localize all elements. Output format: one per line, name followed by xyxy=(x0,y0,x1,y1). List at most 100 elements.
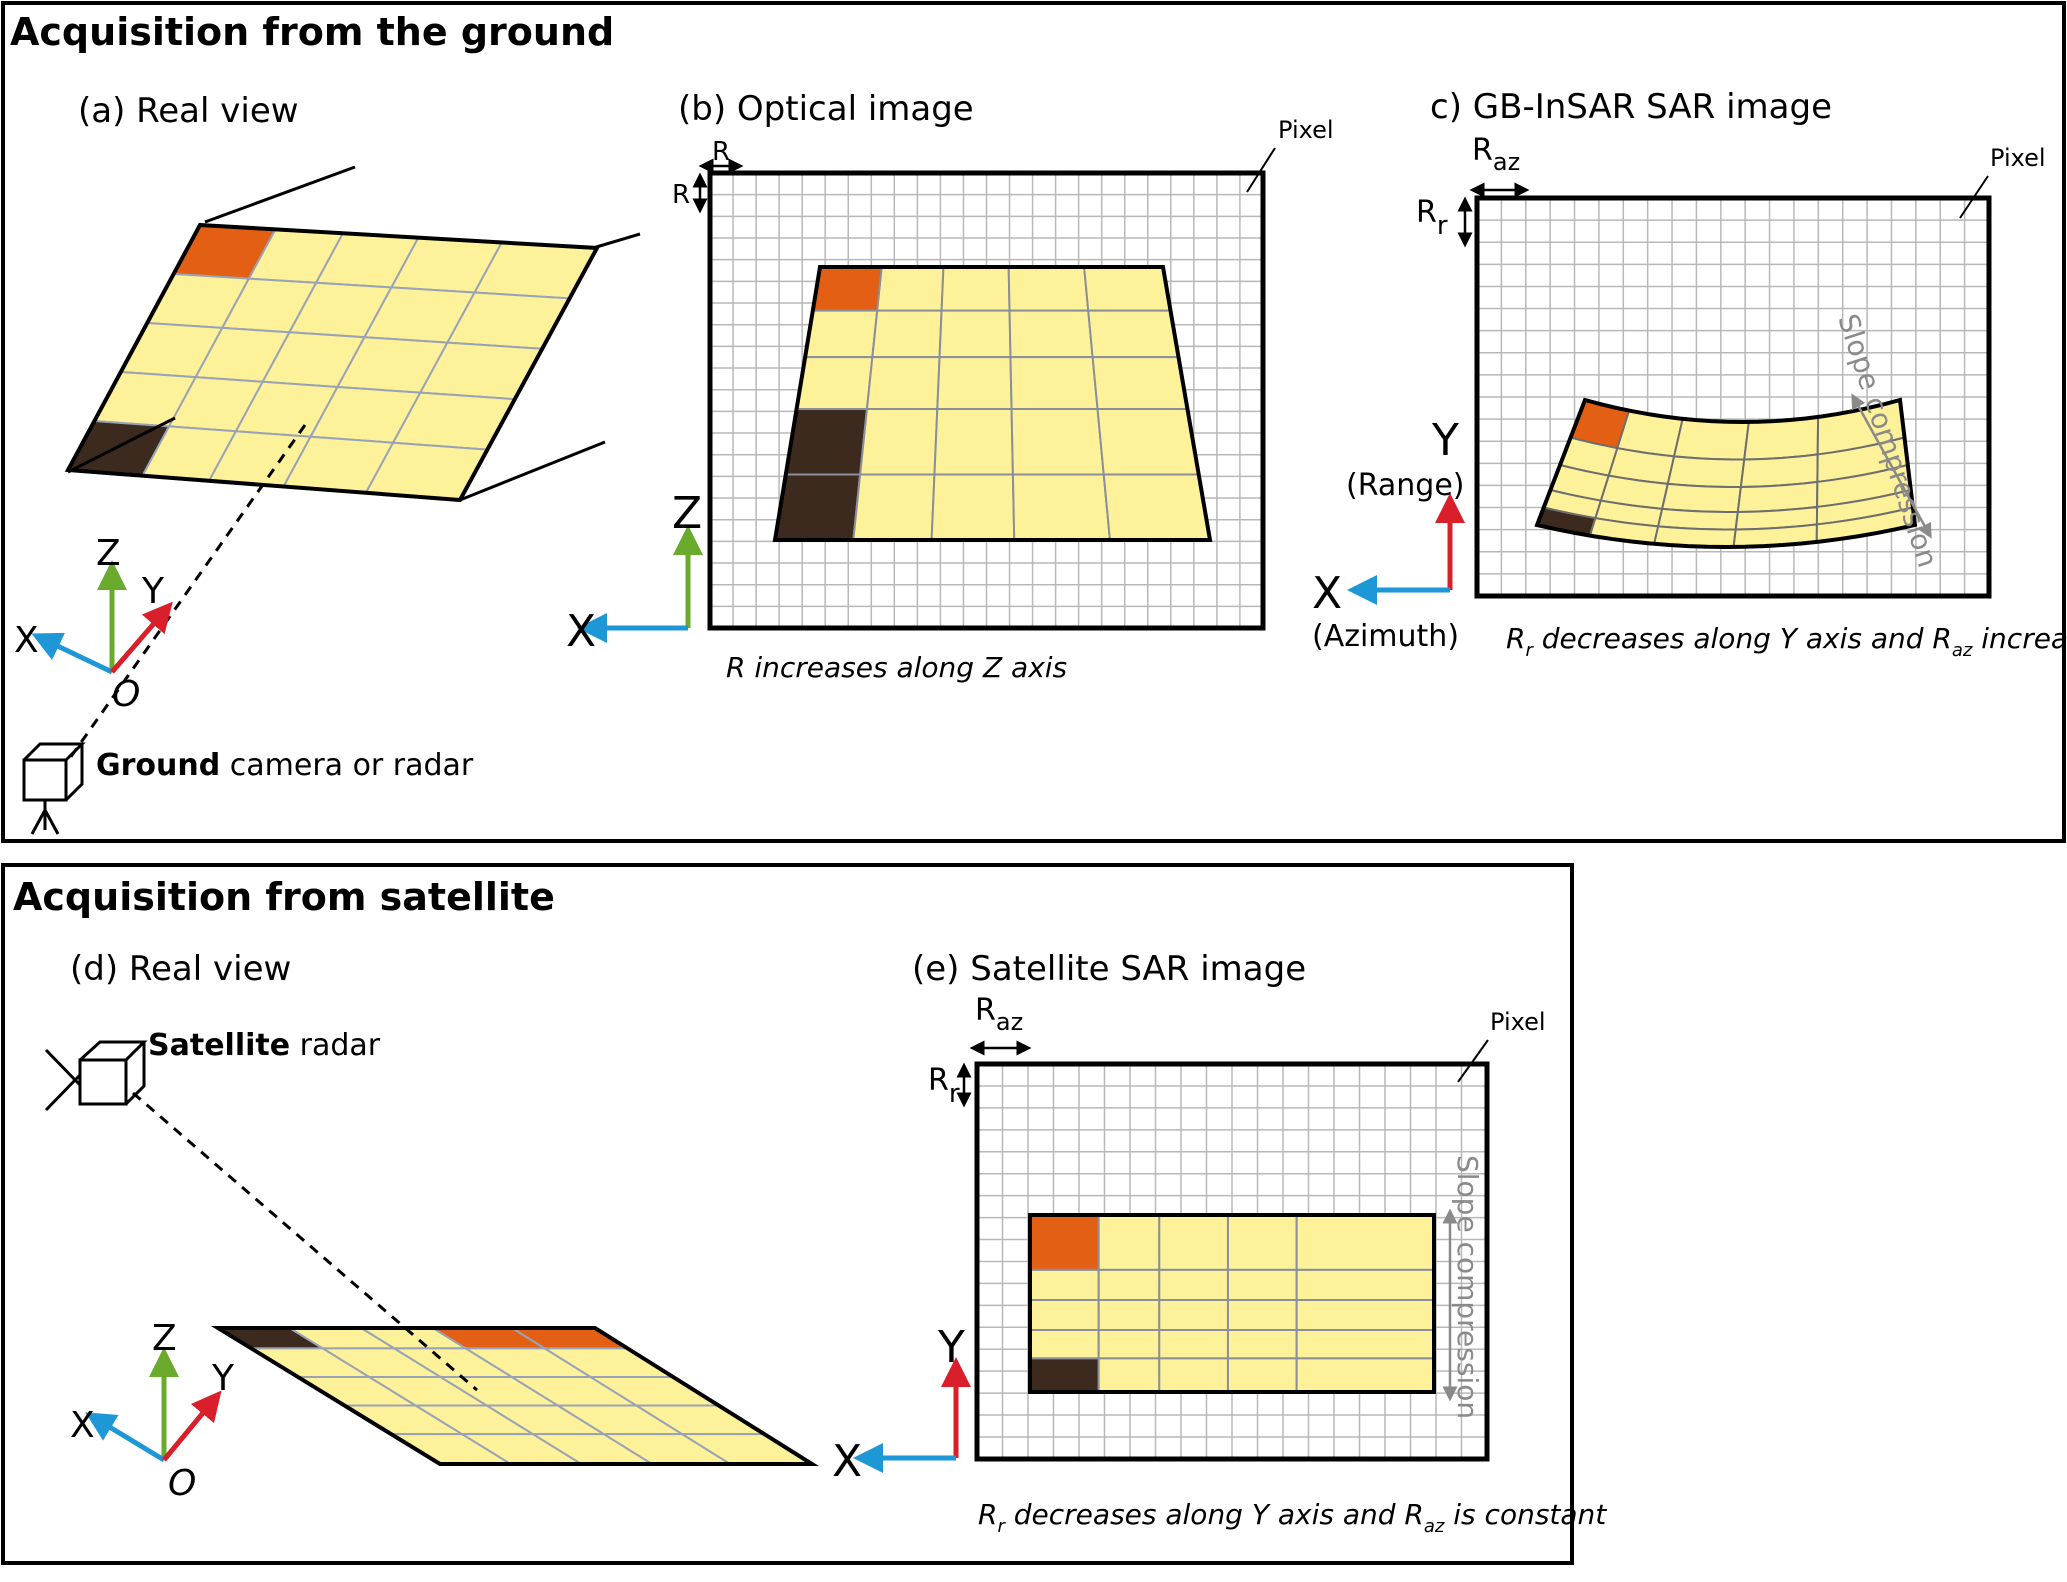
optical-tiles xyxy=(772,265,1213,542)
satellite-sar-axis-y-label: Y xyxy=(937,1322,965,1373)
satellite-sar-rr-label: Rr xyxy=(928,1063,960,1109)
panel-e-caption: (e) Satellite SAR image xyxy=(912,949,1306,989)
ground-tile xyxy=(1097,1268,1161,1301)
ground-tile xyxy=(1087,309,1180,359)
sar-tile xyxy=(1739,453,1819,488)
ground-tile xyxy=(1097,1214,1161,1271)
ground-tile-grid xyxy=(64,222,601,503)
sat-axis-y-label: Y xyxy=(211,1358,235,1399)
axis-x-label: X xyxy=(14,620,39,661)
gbinsar-axis-x-sub: (Azimuth) xyxy=(1312,619,1459,654)
ground-tile xyxy=(1010,407,1105,476)
ground-sensor-label: Ground camera or radar xyxy=(96,748,474,783)
ground-tile xyxy=(1007,266,1090,312)
axis-y-arrow xyxy=(110,601,173,674)
ground-tile xyxy=(1295,1329,1435,1360)
satellite-sar-axis-x-label: X xyxy=(832,1436,862,1487)
gbinsar-rr-label: Rr xyxy=(1416,195,1448,241)
ground-tile xyxy=(1009,356,1099,410)
panel-a-real-view: (a) Real view Z X Y O Ground camera or r… xyxy=(14,91,641,835)
panel-a-caption: (a) Real view xyxy=(78,91,299,131)
ground-tile xyxy=(1226,1329,1298,1360)
ground-tile xyxy=(1295,1268,1435,1301)
axis-x-arrow xyxy=(31,632,114,675)
ground-tile xyxy=(803,309,879,359)
ground-tile xyxy=(1008,309,1094,359)
ground-tile xyxy=(1226,1357,1298,1393)
optical-r-horizontal: R xyxy=(712,137,730,167)
ground-tile xyxy=(1029,1357,1100,1393)
ground-tile xyxy=(1295,1298,1435,1332)
satellite-panel-title: Acquisition from satellite xyxy=(13,875,555,919)
satellite-icon xyxy=(44,1040,148,1112)
ground-tile xyxy=(1158,1214,1229,1271)
tile-outline xyxy=(1028,1213,1436,1394)
gbinsar-axis-x-label: X xyxy=(1312,568,1342,619)
ground-tile xyxy=(811,266,883,312)
axis-origin-label: O xyxy=(112,674,140,715)
ground-tile xyxy=(1096,407,1200,476)
ground-tile xyxy=(938,309,1012,359)
satellite-panel-frame xyxy=(1,863,1574,1565)
panel-c-caption: c) GB-InSAR SAR image xyxy=(1430,87,1832,127)
axis-z-label: Z xyxy=(96,533,121,574)
ground-tile xyxy=(865,356,941,410)
gbinsar-image-frame xyxy=(1474,195,1992,599)
ground-tile xyxy=(1029,1214,1100,1271)
gbinsar-raz-label: Raz xyxy=(1472,133,1520,176)
panel-e-satellite-sar-image: (e) Satellite SAR image Pixel Raz Rr Y X… xyxy=(832,949,1607,1537)
panel-d-caption: (d) Real view xyxy=(70,949,291,989)
ground-tile xyxy=(1226,1298,1298,1332)
optical-r-vertical: R xyxy=(672,180,690,210)
panel-b-caption: (b) Optical image xyxy=(678,89,974,129)
sat-axis-x-label: X xyxy=(70,1405,95,1446)
ground-tile xyxy=(1029,1298,1100,1332)
ground-tile xyxy=(852,473,936,541)
satellite-sar-image-frame xyxy=(974,1061,1490,1462)
gbinsar-axis-y-label: Y xyxy=(1431,415,1459,466)
satellite-sar-note: Rr decreases along Y axis and Raz is con… xyxy=(978,1498,1607,1537)
panel-d-real-view: (d) Real view Satellite radar Z X Y O xyxy=(44,949,819,1504)
ground-tile xyxy=(1295,1357,1435,1393)
ground-tile xyxy=(1226,1268,1298,1301)
ground-tile xyxy=(773,473,862,541)
ground-tile xyxy=(1097,1357,1161,1393)
ground-tile xyxy=(1029,1329,1100,1360)
satellite-sar-tiles xyxy=(1028,1213,1436,1394)
sar-tile xyxy=(1660,482,1743,513)
optical-pixel-label: Pixel xyxy=(1278,116,1334,144)
ground-tile xyxy=(1158,1357,1229,1393)
ground-tile xyxy=(940,266,1011,312)
ground-tile xyxy=(1083,266,1172,312)
sar-tile xyxy=(1666,455,1746,488)
ground-tile xyxy=(936,356,1013,410)
ground-tile xyxy=(1011,473,1112,541)
optical-axis-z-label: Z xyxy=(672,488,702,539)
ground-tile xyxy=(795,356,874,410)
ground-tile xyxy=(1029,1268,1100,1301)
ground-tile xyxy=(784,407,869,476)
sat-axis-origin-label: O xyxy=(168,1463,196,1504)
tile-outline xyxy=(772,265,1213,542)
satellite-sar-pixel-label: Pixel xyxy=(1490,1008,1546,1036)
gbinsar-axis-y-sub: (Range) xyxy=(1346,468,1465,503)
gbinsar-tiles xyxy=(1534,397,1918,550)
satellite-ground-tile-grid xyxy=(210,1326,819,1466)
ground-tile xyxy=(1158,1329,1229,1360)
ground-tile xyxy=(1097,1298,1161,1332)
axis-y-label: Y xyxy=(141,571,165,612)
gbinsar-note: Rr decreases along Y axis and Raz increa… xyxy=(1506,622,2067,661)
satellite-sensor-label: Satellite radar xyxy=(148,1028,381,1063)
ground-tile xyxy=(930,473,1016,541)
ground-tile xyxy=(876,266,945,312)
satellite-line-of-sight xyxy=(132,1091,478,1392)
optical-note: R increases along Z axis xyxy=(726,651,1067,684)
ground-panel-frame xyxy=(1,1,2066,843)
ground-camera-icon xyxy=(22,742,86,835)
ground-tile xyxy=(859,407,939,476)
sat-axis-z-label: Z xyxy=(152,1318,177,1359)
ground-tile xyxy=(871,309,943,359)
ground-tile xyxy=(933,407,1014,476)
ground-tile xyxy=(1097,1329,1161,1360)
